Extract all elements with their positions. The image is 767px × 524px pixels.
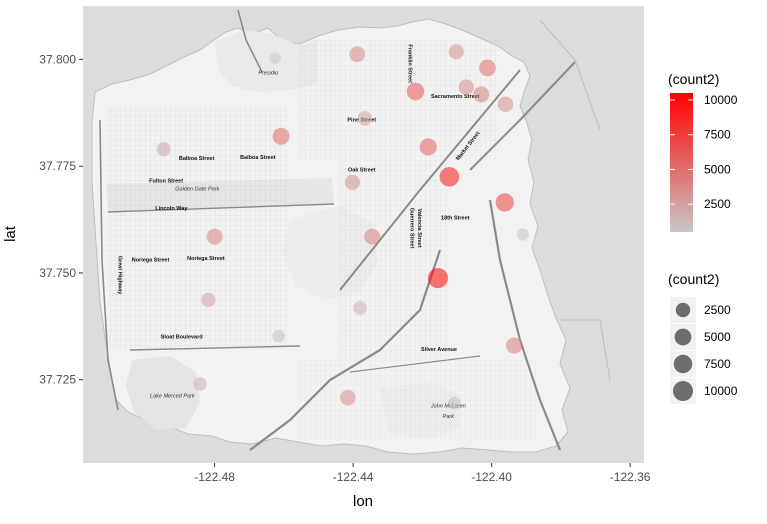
y-axis-title: lat bbox=[2, 225, 19, 242]
shoreline-rings bbox=[539, 19, 611, 381]
map-label: Franklin Street bbox=[407, 44, 413, 83]
data-point bbox=[497, 96, 514, 112]
data-point bbox=[364, 228, 381, 245]
data-point bbox=[473, 86, 490, 103]
highway-280 bbox=[249, 249, 442, 451]
data-point bbox=[448, 44, 464, 60]
size-legend-title: (count2) bbox=[668, 271, 719, 287]
data-point bbox=[201, 292, 216, 307]
data-point bbox=[357, 111, 373, 126]
data-point bbox=[156, 141, 171, 157]
data-point bbox=[439, 167, 460, 187]
data-point bbox=[353, 301, 367, 315]
great-highway-line bbox=[99, 119, 119, 411]
north-grid bbox=[300, 40, 500, 160]
data-point bbox=[344, 174, 361, 191]
highway-101 bbox=[488, 199, 562, 451]
map-label: Sloat Boulevard bbox=[161, 334, 203, 340]
x-tick-label: -122.40 bbox=[471, 470, 512, 484]
data-point bbox=[495, 193, 514, 212]
colorbar-label: 5000 bbox=[704, 162, 731, 176]
south-grid bbox=[300, 360, 540, 440]
map-label: Valencia Street bbox=[416, 209, 422, 248]
size-legend-label: 7500 bbox=[704, 357, 731, 371]
data-point bbox=[193, 377, 207, 391]
x-tick-label: -122.36 bbox=[610, 470, 651, 484]
map-label: Noriega Street bbox=[187, 256, 225, 262]
data-point bbox=[419, 138, 437, 156]
map-label: Presidio bbox=[258, 70, 278, 76]
map-label: John McLaren bbox=[430, 403, 466, 409]
golden-gate-bridge-approach bbox=[237, 9, 263, 73]
size-legend-label: 10000 bbox=[704, 384, 738, 398]
data-point bbox=[479, 59, 496, 77]
map-label: 18th Street bbox=[441, 216, 470, 222]
silver-avenue-line bbox=[349, 355, 481, 373]
size-legend-symbol bbox=[673, 354, 693, 374]
market-street-line bbox=[339, 69, 521, 291]
map-label: Fulton Street bbox=[149, 178, 183, 184]
map-label: Golden Gate Park bbox=[175, 187, 219, 193]
street-grid bbox=[99, 9, 611, 451]
colorbar-label: 10000 bbox=[704, 93, 738, 107]
size-legend: (count2) 2500 5000 7500 10000 bbox=[668, 271, 738, 404]
y-tick-label: 37.725 bbox=[39, 373, 76, 387]
data-point bbox=[272, 329, 285, 343]
y-axis: 37.725 37.750 37.775 37.800 bbox=[39, 52, 83, 387]
map-label: Balboa Street bbox=[240, 155, 276, 161]
size-legend-symbol bbox=[675, 302, 691, 318]
data-point bbox=[516, 228, 529, 241]
bay-bridge-approach bbox=[469, 61, 576, 171]
y-tick-label: 37.750 bbox=[39, 266, 76, 280]
map-label: Oak Street bbox=[348, 168, 376, 174]
size-legend-label: 5000 bbox=[704, 330, 731, 344]
mission-grid bbox=[340, 160, 450, 360]
map-label: Great Highway bbox=[116, 256, 122, 295]
map-label: Balboa Street bbox=[179, 156, 215, 162]
y-tick-label: 37.800 bbox=[39, 52, 76, 66]
lincoln-way-line bbox=[107, 203, 335, 213]
data-point bbox=[447, 396, 461, 410]
data-point bbox=[269, 52, 281, 64]
map-label: Noriega Street bbox=[132, 257, 170, 263]
map-label: Lake Merced Park bbox=[150, 394, 195, 400]
data-point bbox=[340, 389, 356, 406]
map-label: Silver Avenue bbox=[421, 347, 457, 353]
data-point bbox=[458, 79, 475, 95]
x-tick-label: -122.48 bbox=[194, 470, 235, 484]
x-tick-label: -122.44 bbox=[333, 470, 374, 484]
color-legend: (count2) 2500 5000 7500 10000 bbox=[668, 71, 738, 232]
map-label: Sacramento Street bbox=[431, 94, 480, 100]
data-point bbox=[349, 46, 366, 63]
map-label: Park bbox=[443, 414, 455, 420]
data-point bbox=[506, 337, 523, 354]
map-label: Guerrero Street bbox=[408, 208, 414, 249]
sunset-richmond-grid bbox=[108, 108, 288, 348]
size-legend-symbol bbox=[673, 381, 693, 401]
data-point bbox=[272, 127, 290, 145]
x-axis-title: lon bbox=[353, 493, 373, 510]
size-legend-label: 2500 bbox=[704, 303, 731, 317]
colorbar bbox=[670, 93, 693, 232]
x-axis: -122.48 -122.44 -122.40 -122.36 bbox=[194, 463, 651, 484]
map-label: Lincoln Way bbox=[155, 206, 188, 212]
colorbar-label: 2500 bbox=[704, 197, 731, 211]
presidio-area bbox=[215, 30, 318, 92]
size-legend-symbol bbox=[674, 328, 692, 346]
data-point bbox=[406, 82, 425, 101]
data-point bbox=[427, 268, 449, 289]
lake-merced-area bbox=[126, 356, 200, 430]
data-points bbox=[156, 44, 529, 410]
y-tick-label: 37.775 bbox=[39, 159, 76, 173]
color-legend-title: (count2) bbox=[668, 71, 719, 87]
data-point bbox=[206, 228, 223, 245]
colorbar-label: 7500 bbox=[704, 128, 731, 142]
sloat-blvd-line bbox=[129, 345, 301, 351]
